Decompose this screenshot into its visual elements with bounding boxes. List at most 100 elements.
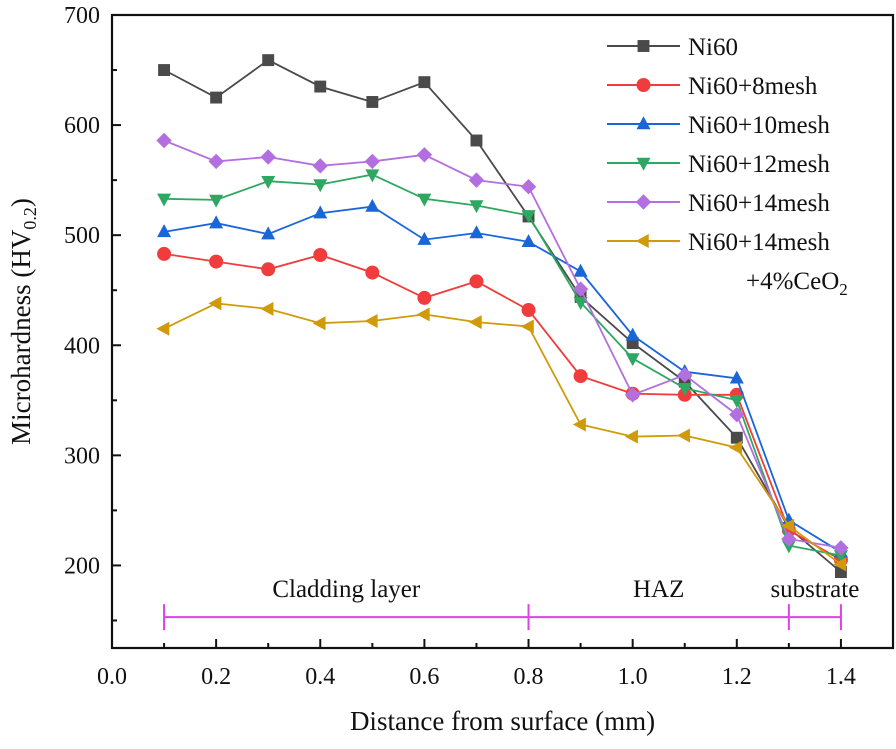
- marker-triangle-left: [677, 428, 690, 443]
- marker-triangle-left: [312, 316, 326, 331]
- marker-triangle-left: [635, 234, 649, 248]
- marker-circle: [365, 265, 380, 280]
- marker-diamond: [364, 153, 381, 170]
- marker-triangle-down: [781, 540, 796, 554]
- y-tick-label: 300: [64, 443, 100, 469]
- marker-triangle-down: [833, 550, 848, 564]
- marker-triangle-down: [469, 200, 484, 214]
- marker-circle: [521, 303, 536, 318]
- y-tick-label: 500: [64, 223, 100, 249]
- marker-circle: [417, 290, 432, 305]
- marker-circle: [209, 254, 224, 269]
- region-label: substrate: [770, 576, 859, 603]
- y-axis-title-main: Microhardness (HV: [6, 229, 36, 445]
- series-line: [163, 302, 842, 566]
- legend-item: Ni60+14mesh +4%CeO2: [607, 229, 848, 299]
- marker-triangle-up: [521, 234, 536, 248]
- series-5: [156, 296, 847, 572]
- marker-diamond: [781, 531, 797, 547]
- region-label: HAZ: [633, 576, 684, 603]
- marker-triangle-down: [365, 169, 380, 183]
- marker-diamond: [520, 179, 537, 195]
- marker-diamond: [833, 540, 849, 556]
- x-tick-label: 0.0: [97, 664, 127, 690]
- y-axis-title: Microhardness (HV0.2): [6, 198, 40, 445]
- legend-label: Ni60+8mesh: [688, 73, 818, 100]
- series-1: [157, 246, 848, 567]
- marker-triangle-down: [521, 210, 536, 224]
- marker-square: [730, 431, 743, 444]
- marker-triangle-left: [208, 296, 222, 311]
- marker-circle: [469, 274, 484, 289]
- series-layer: [156, 54, 849, 578]
- x-tick-label: 0.6: [409, 664, 439, 690]
- axes-frame: [110, 13, 895, 650]
- marker-square: [210, 91, 223, 104]
- marker-triangle-up: [365, 198, 380, 212]
- marker-triangle-left: [364, 314, 378, 329]
- marker-circle: [636, 78, 651, 92]
- y-tick-label: 400: [64, 333, 100, 359]
- y-tick-label: 700: [64, 3, 100, 29]
- legend-item: Ni60+12mesh: [607, 151, 830, 178]
- y-tick-label: 600: [64, 113, 100, 139]
- marker-triangle-up: [636, 116, 651, 130]
- marker-diamond: [208, 153, 224, 170]
- marker-triangle-up: [573, 263, 588, 277]
- marker-triangle-down: [729, 395, 744, 409]
- marker-diamond: [572, 281, 589, 297]
- marker-triangle-down: [625, 353, 640, 367]
- legend: Ni60 Ni60+8mesh Ni60+10mesh Ni60+12mesh Ni60…: [607, 34, 848, 299]
- marker-triangle-down: [209, 194, 224, 208]
- marker-diamond: [312, 158, 328, 174]
- marker-triangle-up: [209, 215, 224, 229]
- legend-label-line2-sub: 2: [839, 280, 848, 299]
- marker-triangle-left: [624, 429, 638, 444]
- legend-label: Ni60+12mesh: [688, 151, 830, 178]
- marker-triangle-down: [261, 175, 276, 189]
- legend-label-line2: +4%CeO2: [746, 268, 848, 299]
- marker-square: [366, 96, 379, 108]
- x-tick-label: 1.4: [826, 664, 856, 690]
- x-tick-label: 0.2: [201, 664, 231, 690]
- marker-triangle-left: [572, 417, 586, 432]
- marker-square: [470, 134, 483, 147]
- series-3: [157, 169, 848, 564]
- legend-label: Ni60: [688, 34, 738, 61]
- marker-circle: [157, 246, 172, 261]
- marker-triangle-left: [833, 557, 847, 572]
- marker-triangle-left: [416, 307, 430, 322]
- marker-square: [626, 337, 639, 350]
- marker-triangle-left: [260, 301, 274, 316]
- marker-square: [637, 40, 650, 52]
- axis-ticks: 0.0 0.2 0.4 0.6 0.8 1.0 1.2 1.4 200 300 400 500 600 7…: [64, 3, 856, 690]
- marker-diamond: [635, 194, 652, 210]
- x-tick-label: 1.0: [618, 664, 648, 690]
- marker-triangle-up: [157, 224, 172, 238]
- legend-label: Ni60+10mesh: [688, 112, 830, 139]
- marker-triangle-left: [468, 315, 482, 330]
- marker-square: [158, 64, 171, 76]
- marker-triangle-down: [313, 179, 328, 193]
- series-line: [164, 173, 842, 557]
- y-axis-title-close: ): [6, 198, 36, 207]
- marker-triangle-up: [469, 225, 484, 239]
- marker-square: [262, 54, 275, 67]
- marker-diamond: [624, 387, 641, 403]
- marker-triangle-up: [625, 327, 640, 341]
- series-4: [156, 132, 849, 556]
- marker-diamond: [677, 367, 693, 383]
- marker-triangle-down: [573, 297, 588, 311]
- x-tick-label: 1.2: [722, 664, 752, 690]
- marker-triangle-down: [677, 382, 692, 396]
- marker-square: [834, 566, 847, 578]
- marker-diamond: [468, 172, 485, 188]
- marker-square: [418, 76, 431, 89]
- y-axis-title-subscript: 0.2: [20, 207, 40, 230]
- marker-triangle-down: [157, 193, 172, 207]
- legend-item: Ni60+14mesh: [607, 190, 830, 217]
- y-tick-label: 200: [64, 553, 100, 579]
- marker-triangle-down: [636, 157, 651, 171]
- marker-diamond: [729, 406, 745, 423]
